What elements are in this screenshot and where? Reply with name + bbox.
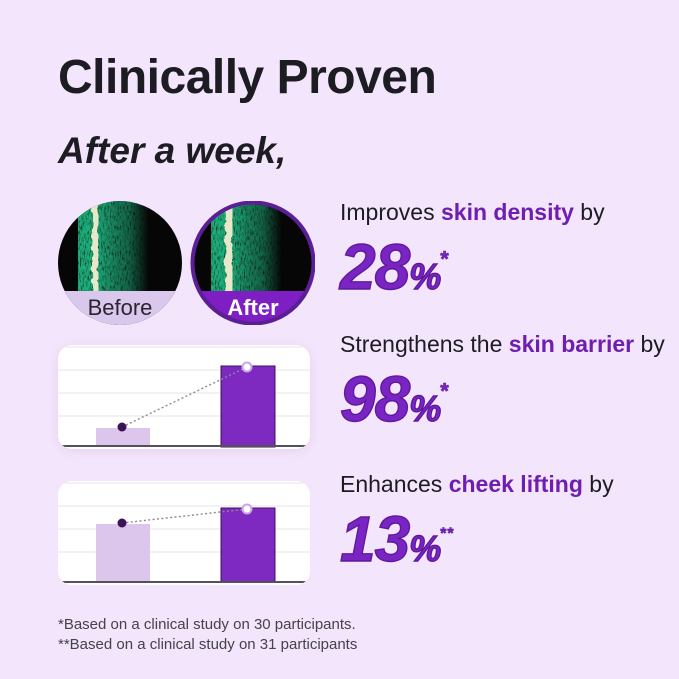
svg-text:After: After: [227, 295, 279, 320]
svg-text:Before: Before: [88, 295, 153, 320]
